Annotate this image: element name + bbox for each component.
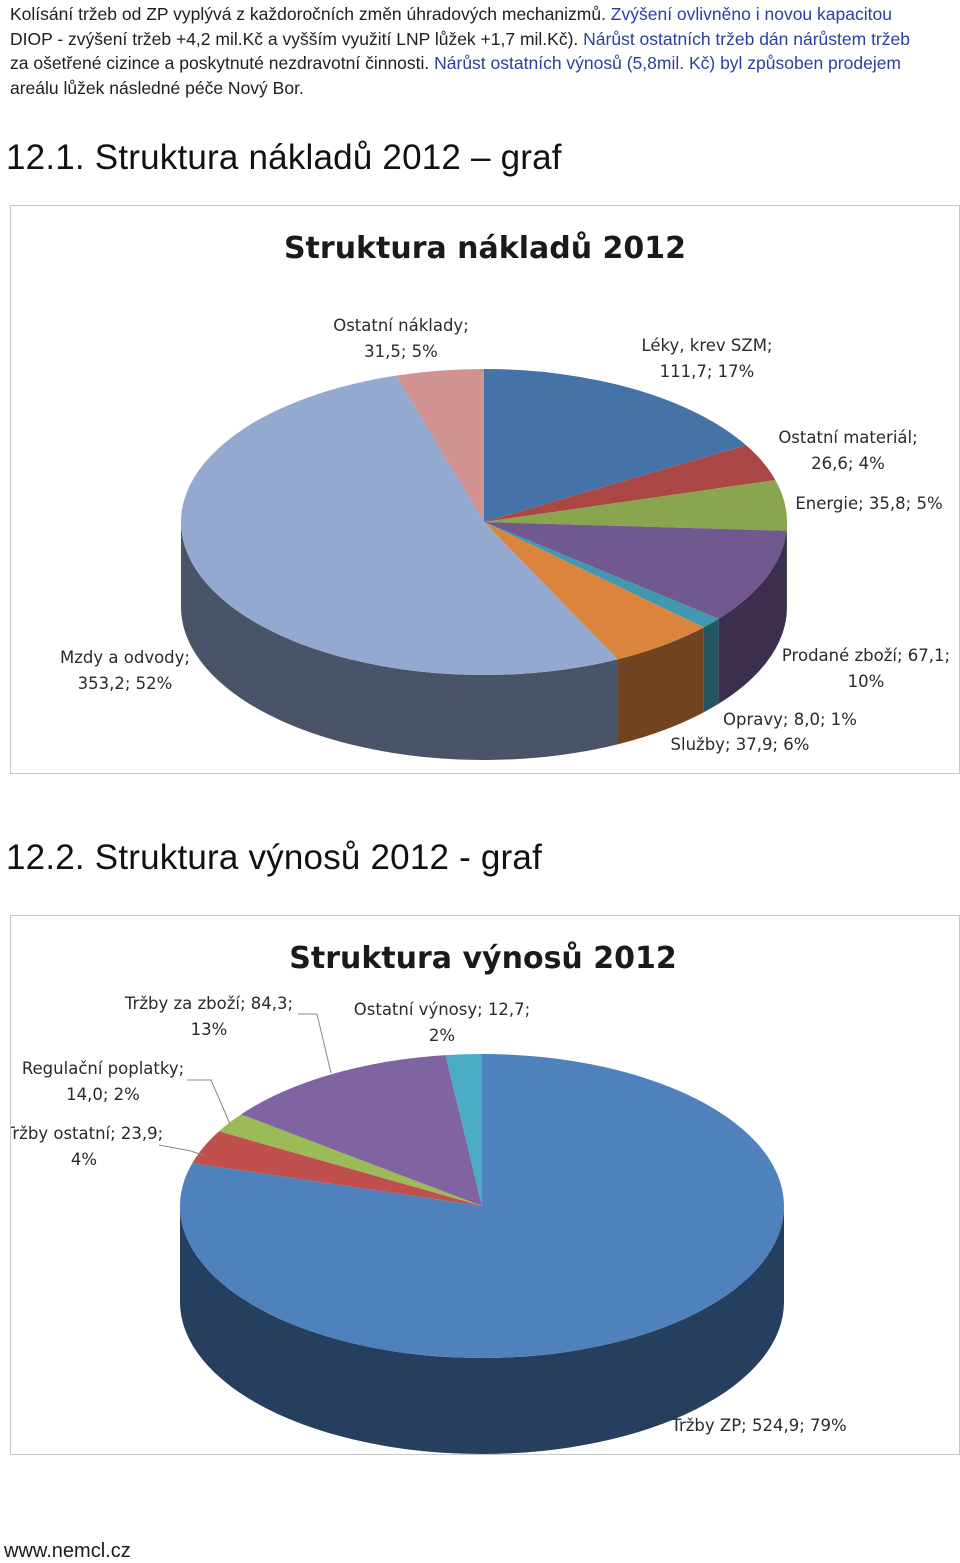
costs-side-prodane-zbozi: [718, 530, 787, 704]
costs-side-opravy: [703, 618, 719, 713]
costs-label-leky-krev-szm: Léky, krev SZM; 111,7; 17%: [642, 336, 773, 381]
intro-paragraph: Kolísání tržeb od ZP vyplývá z každoročn…: [10, 2, 940, 100]
costs-side-energie: [786, 522, 787, 616]
rev-leader-regulacni-poplatky: [187, 1079, 231, 1125]
section-heading-revenues: 12.2. Struktura výnosů 2012 - graf: [6, 838, 542, 877]
costs-slice-opravy: [484, 522, 719, 628]
rev-slice-trzby-zp: [179, 1054, 784, 1358]
costs-label-ostatni-naklady: Ostatní náklady; 31,5; 5%: [333, 316, 469, 361]
costs-side-mzdy-a-odvody: [181, 522, 618, 760]
rev-label-regulacni-poplatky: Regulační poplatky; 14,0; 2%: [22, 1059, 184, 1104]
costs-label-sluzby: Služby; 37,9; 6%: [671, 735, 810, 754]
costs-label-mzdy-a-odvody: Mzdy a odvody; 353,2; 52%: [60, 648, 190, 693]
rev-label-ostatni-vynosy: Ostatní výnosy; 12,7; 2%: [354, 1000, 530, 1045]
costs-slice-sluzby: [484, 522, 704, 660]
rev-slice-ostatni-vynosy: [445, 1054, 482, 1206]
rev-slice-regulacni-poplatky: [218, 1114, 483, 1206]
costs-label-ostatni-material: Ostatní materiál; 26,6; 4%: [778, 428, 917, 473]
rev-side-trzby-zp: [180, 1206, 784, 1454]
revenues-pie-chart: Struktura výnosů 2012 Tržby ZP; 524,9; 7…: [11, 940, 847, 1454]
footer-url: www.nemcl.cz: [4, 1540, 131, 1562]
intro-line-1: Kolísání tržeb od ZP vyplývá z každoročn…: [10, 4, 892, 24]
costs-slice-prodane-zbozi: [484, 522, 787, 619]
costs-pie-chart: Struktura nákladů 2012 Léky, krev SZM; 11…: [60, 230, 950, 760]
rev-slice-trzby-ostatni: [192, 1131, 482, 1206]
costs-slice-ostatni-material: [484, 445, 776, 522]
intro-line-3: za ošetřené cizince a poskytnuté nezdrav…: [10, 53, 902, 73]
costs-label-energie: Energie; 35,8; 5%: [795, 494, 942, 513]
rev-leader-trzby-za-zbozi: [298, 1013, 332, 1074]
costs-label-opravy: Opravy; 8,0; 1%: [723, 710, 857, 729]
revenues-chart-title: Struktura výnosů 2012: [289, 940, 676, 976]
costs-slice-leky-krev-szm: [484, 369, 747, 522]
revenues-chart-panel: Struktura výnosů 2012 Tržby ZP; 524,9; 7…: [10, 915, 960, 1455]
intro-line-2: DIOP - zvýšení tržeb +4,2 mil.Kč a vyšší…: [10, 28, 910, 49]
intro-line-4: areálu lůžek následné péče Nový Bor.: [10, 77, 304, 98]
rev-leader-trzby-ostatni: [158, 1144, 206, 1157]
costs-side-sluzby: [617, 627, 704, 745]
costs-slice-mzdy-a-odvody: [181, 375, 618, 675]
costs-slice-energie: [484, 480, 787, 531]
rev-label-trzby-za-zbozi: Tržby za zboží; 84,3; 13%: [124, 994, 293, 1039]
costs-chart-title: Struktura nákladů 2012: [284, 230, 686, 266]
rev-slice-trzby-za-zbozi: [241, 1055, 482, 1206]
costs-chart-panel: Struktura nákladů 2012 Léky, krev SZM; 11…: [10, 205, 960, 774]
costs-label-prodane-zbozi: Prodané zboží; 67,1; 10%: [782, 646, 950, 691]
rev-label-trzby-zp: Tržby ZP; 524,9; 79%: [670, 1416, 846, 1435]
costs-slice-ostatni-naklady: [396, 369, 484, 522]
rev-label-trzby-ostatni: Tržby ostatní; 23,9; 4%: [11, 1124, 163, 1169]
section-heading-costs: 12.1. Struktura nákladů 2012 – graf: [6, 138, 562, 177]
